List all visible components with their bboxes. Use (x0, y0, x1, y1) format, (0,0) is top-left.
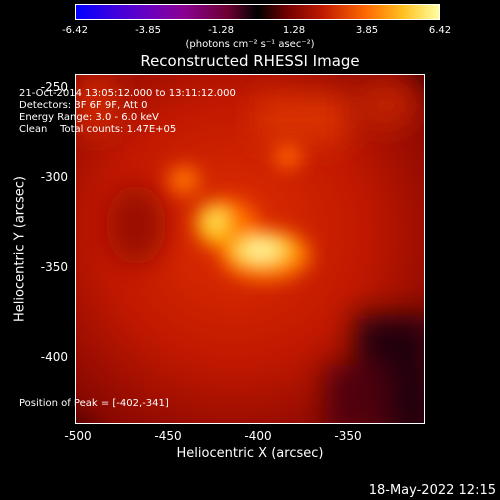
colorbar (75, 4, 440, 20)
info-clean-counts: Clean Total counts: 1.47E+05 (19, 124, 177, 135)
colorbar-tick: -6.42 (62, 25, 88, 36)
x-tick-label: -350 (334, 429, 362, 443)
info-time-range: 21-Oct-2014 13:05:12.000 to 13:11:12.000 (19, 88, 236, 99)
colorbar-unit: (photons cm⁻² s⁻¹ asec⁻²) (185, 39, 315, 50)
y-axis-label: Heliocentric Y (arcsec) (12, 176, 28, 322)
generation-timestamp: 18-May-2022 12:15 (368, 483, 496, 498)
colorbar-tick: -3.85 (135, 25, 161, 36)
y-tick-label: -300 (40, 170, 68, 184)
colorbar-tick: 1.28 (282, 25, 306, 36)
colorbar-tick: 6.42 (428, 25, 452, 36)
image-title: Reconstructed RHESSI Image (140, 52, 360, 70)
colorbar-tick: 3.85 (355, 25, 379, 36)
x-tick-label: -400 (244, 429, 272, 443)
colorbar-tick: -1.28 (208, 25, 234, 36)
solar-image-panel (75, 74, 425, 424)
info-detectors: Detectors: 3F 6F 9F, Att 0 (19, 100, 148, 111)
info-peak-position: Position of Peak = [-402,-341] (19, 398, 169, 409)
x-axis-label: Heliocentric X (arcsec) (176, 446, 324, 461)
y-tick-label: -250 (40, 80, 68, 94)
info-energy-range: Energy Range: 3.0 - 6.0 keV (19, 112, 159, 123)
y-tick-label: -400 (40, 350, 68, 364)
x-tick-label: -500 (64, 429, 92, 443)
y-tick-label: -350 (40, 260, 68, 274)
x-tick-label: -450 (154, 429, 182, 443)
heatmap-image (76, 75, 424, 423)
